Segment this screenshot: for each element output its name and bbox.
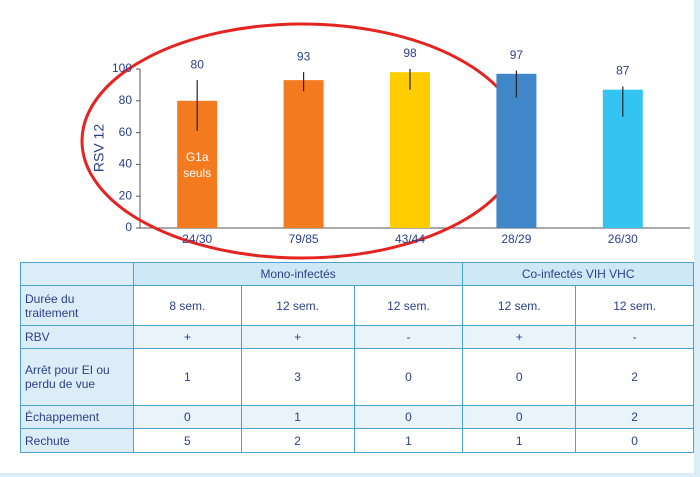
value-label: 87 — [616, 64, 630, 78]
y-tick-label: 40 — [119, 157, 133, 171]
table-cell: - — [575, 325, 694, 349]
table-cell: + — [132, 325, 242, 349]
table-cell: 0 — [462, 348, 577, 406]
x-tick-label: 43/44 — [395, 232, 425, 246]
table-cell: - — [353, 325, 464, 349]
table-cell: 5 — [132, 428, 242, 453]
table-cell: 12 sem. — [575, 285, 694, 326]
table-cell: Échappement — [20, 405, 134, 429]
table-row: Échappement 0 1 0 0 2 — [20, 405, 694, 429]
table-cell: 1 — [462, 428, 577, 453]
value-label: 98 — [403, 46, 417, 60]
table-cell: 12 sem. — [462, 285, 577, 326]
bar — [390, 72, 430, 229]
table-cell: 2 — [575, 405, 694, 429]
annotation: G1a seuls — [183, 150, 211, 180]
table-cell: 3 — [240, 348, 355, 406]
table-row: Mono-infectés Co-infectés VIH VHC — [20, 262, 694, 286]
table-cell: 0 — [353, 405, 464, 429]
data-table: Mono-infectés Co-infectés VIH VHC Durée du… — [20, 262, 694, 453]
x-tick-label: 79/85 — [289, 232, 319, 246]
table-cell: Arrêt pour EI ou perdu de vue — [20, 348, 134, 406]
y-tick-label: 0 — [125, 220, 132, 234]
table-cell: 0 — [575, 428, 694, 453]
table-cell: Co-infectés VIH VHC — [462, 262, 694, 286]
table-cell: 12 sem. — [240, 285, 355, 326]
table-cell: 1 — [132, 348, 242, 406]
y-tick-label: 20 — [119, 188, 133, 202]
y-axis-label: RSV 12 — [91, 124, 107, 172]
table-cell: Mono-infectés — [132, 262, 464, 286]
table-cell: 0 — [132, 405, 242, 429]
x-tick-label: 26/30 — [608, 232, 638, 246]
table-cell: Durée du traitement — [20, 285, 134, 326]
table-cell: 1 — [353, 428, 464, 453]
value-label: 93 — [297, 49, 311, 63]
table-cell: + — [240, 325, 355, 349]
table-cell: Rechute — [20, 428, 134, 453]
table-cell: + — [462, 325, 577, 349]
table-row: Rechute 5 2 1 1 0 — [20, 428, 694, 453]
x-tick-label: 28/29 — [501, 232, 531, 246]
table-cell: RBV — [20, 325, 134, 349]
table-cell: 0 — [353, 348, 464, 406]
table-cell: 0 — [462, 405, 577, 429]
y-tick-label: 80 — [119, 93, 133, 107]
x-tick-label: 24/30 — [182, 232, 212, 246]
table-cell: 12 sem. — [353, 285, 464, 326]
chart: RSV 12 0 20 40 60 80 100 80 24/30 93 79/85 98 43/44… — [80, 22, 690, 260]
value-label: 80 — [191, 57, 205, 71]
table-row: Arrêt pour EI ou perdu de vue 1 3 0 0 2 — [20, 348, 694, 406]
y-tick-label: 100 — [112, 61, 132, 75]
table-cell — [20, 262, 134, 286]
table-cell: 1 — [240, 405, 355, 429]
table-cell: 2 — [240, 428, 355, 453]
table-cell: 8 sem. — [132, 285, 242, 326]
table-cell: 2 — [575, 348, 694, 406]
table-row: Durée du traitement 8 sem. 12 sem. 12 sem. 1… — [20, 285, 694, 326]
table-row: RBV + + - + - — [20, 325, 694, 349]
value-label: 97 — [510, 48, 524, 62]
bar — [283, 80, 324, 228]
y-tick-label: 60 — [119, 125, 133, 139]
bar — [496, 73, 537, 229]
